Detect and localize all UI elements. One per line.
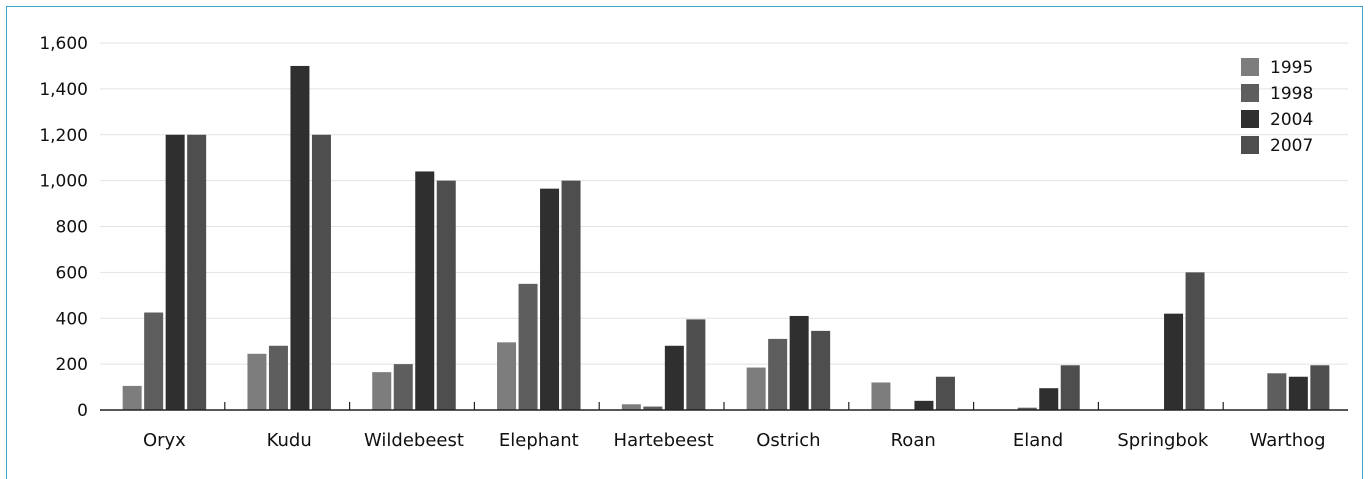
bar-ostrich-2004 [789, 315, 809, 410]
bar-elephant-2004 [540, 188, 560, 410]
bar-elephant-1998 [518, 283, 538, 410]
x-tick-label: Eland [1013, 430, 1063, 451]
legend-label: 2004 [1270, 110, 1313, 130]
bar-hartebeest-2007 [686, 319, 706, 410]
y-tick-label: 0 [77, 401, 88, 421]
legend-swatch-2004 [1241, 110, 1259, 128]
legend-swatch-1995 [1241, 58, 1259, 76]
y-tick-label: 1,600 [39, 34, 88, 54]
bar-springbok-2007 [1185, 272, 1205, 410]
bar-kudu-1998 [268, 345, 288, 410]
bar-oryx-2007 [187, 134, 207, 410]
legend-label: 2007 [1270, 136, 1313, 156]
x-tick-label: Kudu [267, 430, 312, 451]
bar-eland-2004 [1039, 388, 1059, 410]
bar-wildebeest-2004 [415, 171, 435, 410]
bar-oryx-2004 [165, 134, 185, 410]
bar-ostrich-2007 [811, 330, 831, 410]
legend-label: 1995 [1270, 58, 1313, 78]
bar-warthog-2007 [1310, 365, 1330, 410]
y-axis: 0 200 400 600 800 1,000 1,200 1,400 1,600 [39, 34, 88, 421]
x-axis: Oryx Kudu Wildebeest Elephant Hartebeest Ostr… [100, 402, 1348, 451]
y-tick-label: 1,000 [39, 172, 88, 192]
y-tick-label: 600 [56, 263, 88, 283]
y-tick-label: 1,400 [39, 80, 88, 100]
chart-frame [6, 6, 1363, 479]
bar-hartebeest-2004 [664, 345, 684, 410]
bar-kudu-2007 [311, 134, 331, 410]
x-tick-label: Warthog [1250, 430, 1326, 451]
y-tick-label: 800 [56, 218, 88, 238]
legend-label: 1998 [1270, 84, 1313, 104]
x-tick-label: Oryx [143, 430, 186, 451]
legend-swatch-2007 [1241, 136, 1259, 154]
bar-elephant-1995 [497, 342, 517, 410]
y-tick-label: 200 [56, 355, 88, 375]
x-tick-label: Ostrich [756, 430, 820, 451]
bar-warthog-2004 [1288, 376, 1308, 410]
bar-kudu-1995 [247, 353, 267, 410]
bar-hartebeest-1995 [621, 404, 641, 410]
bar-eland-2007 [1060, 365, 1080, 410]
bar-elephant-2007 [561, 180, 581, 410]
x-tick-label: Springbok [1117, 430, 1209, 451]
bar-roan-2007 [935, 376, 955, 410]
y-tick-label: 1,200 [39, 126, 88, 146]
bar-springbok-2004 [1164, 313, 1184, 410]
gridlines [100, 42, 1348, 365]
y-tick-label: 400 [56, 309, 88, 329]
bar-oryx-1998 [144, 312, 164, 410]
bar-wildebeest-1998 [393, 364, 413, 410]
bar-hartebeest-1998 [643, 406, 663, 410]
bar-kudu-2004 [290, 65, 310, 410]
bar-ostrich-1995 [746, 367, 766, 410]
x-tick-label: Roan [891, 430, 936, 451]
bar-warthog-1998 [1267, 373, 1287, 410]
bar-oryx-1995 [122, 385, 142, 410]
legend: 1995 1998 2004 2007 [1241, 58, 1313, 156]
bar-roan-2004 [914, 400, 934, 410]
legend-swatch-1998 [1241, 84, 1259, 102]
x-tick-label: Wildebeest [364, 430, 464, 451]
bar-eland-1998 [1017, 407, 1037, 410]
bar-roan-1995 [871, 382, 891, 410]
bar-wildebeest-2007 [436, 180, 456, 410]
x-tick-label: Hartebeest [614, 430, 714, 451]
x-tick-label: Elephant [499, 430, 579, 451]
bars [122, 65, 1330, 410]
bar-wildebeest-1995 [372, 372, 392, 410]
bar-ostrich-1998 [768, 338, 788, 410]
